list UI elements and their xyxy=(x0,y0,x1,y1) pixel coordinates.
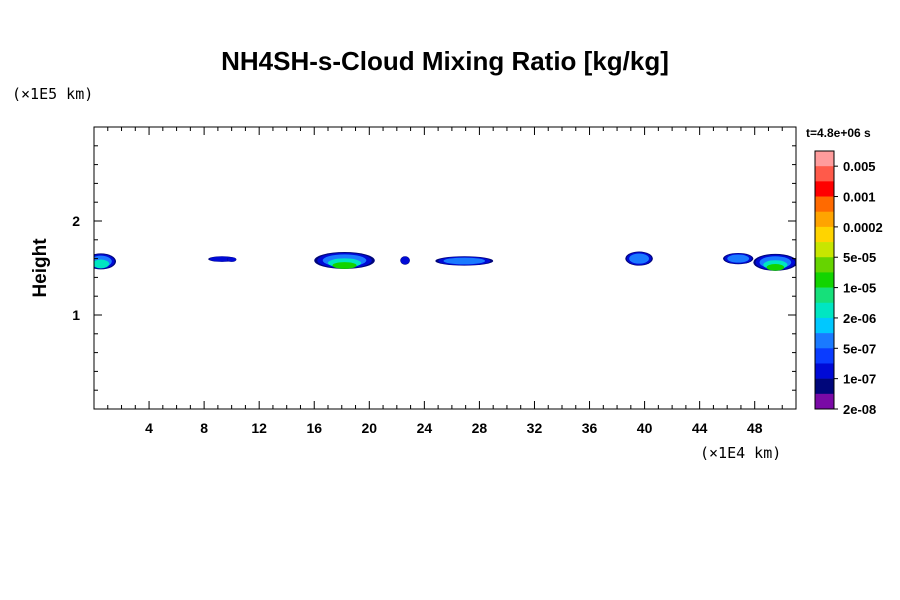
x-tick-label: 44 xyxy=(692,420,708,436)
colorbar-swatch xyxy=(815,317,834,334)
colorbar-label: 2e-08 xyxy=(843,402,876,417)
colorbar-swatch xyxy=(815,363,834,379)
y-tick-label: 2 xyxy=(72,213,80,229)
cloud-patch xyxy=(435,256,494,266)
x-axis-unit-label: (×1E4 km) xyxy=(700,444,782,462)
colorbar-label: 1e-07 xyxy=(843,372,876,387)
cloud-patch xyxy=(723,252,754,265)
cloud-patch xyxy=(400,256,410,265)
colorbar-swatch xyxy=(815,348,834,364)
colorbar-swatch xyxy=(815,166,834,182)
colorbar-swatch xyxy=(815,151,834,167)
x-tick-label: 28 xyxy=(472,420,488,436)
colorbar-label: 0.005 xyxy=(843,159,876,174)
y-axis-unit-label: (×1E5 km) xyxy=(12,85,94,103)
plot-frame xyxy=(93,126,797,410)
cloud-contour-1e-05 xyxy=(766,263,785,271)
cloud-patch xyxy=(226,257,237,262)
chart-title: NH4SH-s-Cloud Mixing Ratio [kg/kg] xyxy=(221,46,669,76)
colorbar-swatch xyxy=(815,181,834,197)
colorbar-swatch xyxy=(815,196,834,213)
x-tick-label: 12 xyxy=(251,420,267,436)
x-tick-label: 4 xyxy=(145,420,153,436)
colorbar-swatch xyxy=(815,272,834,288)
colorbar-swatch xyxy=(815,287,834,304)
colorbar-swatch xyxy=(815,257,834,273)
cloud-patches xyxy=(94,251,796,271)
colorbar-frame xyxy=(814,150,835,410)
x-tick-label: 40 xyxy=(637,420,653,436)
colorbar-swatch xyxy=(815,242,834,258)
cloud-patch xyxy=(94,253,117,270)
cloud-contour-5e-07 xyxy=(629,253,649,264)
x-tick-label: 16 xyxy=(306,420,322,436)
colorbar-label: 0.0002 xyxy=(843,220,883,235)
cloud-contour-1e-07 xyxy=(227,257,236,262)
colorbar-label: 1e-05 xyxy=(843,281,876,296)
cloud-contour-5e-07 xyxy=(443,257,486,265)
x-tick-label: 36 xyxy=(582,420,598,436)
colorbar-swatch xyxy=(815,211,834,228)
colorbar-label: 5e-05 xyxy=(843,250,876,265)
cloud-patch xyxy=(625,251,653,266)
colorbar-label: 2e-06 xyxy=(843,311,876,326)
colorbar-swatch xyxy=(815,226,834,243)
y-axis: 12 xyxy=(72,145,796,391)
time-label: t=4.8e+06 s xyxy=(806,126,871,140)
cloud-contour-1e-07 xyxy=(400,256,410,265)
cloud-contour-2e-06 xyxy=(94,259,110,269)
y-tick-label: 1 xyxy=(72,307,80,323)
x-axis: 4 8 12 16 20 24 28 32 36 40 44 48 xyxy=(107,127,783,436)
colorbar-label: 0.001 xyxy=(843,190,876,205)
x-tick-label: 32 xyxy=(527,420,543,436)
cloud-patch xyxy=(753,253,796,271)
cloud-patch xyxy=(314,252,375,269)
colorbar: 0.005 0.001 0.0002 5e-05 1e-05 2e-06 5e-07 1e-0… xyxy=(814,150,883,417)
x-tick-label: 8 xyxy=(200,420,208,436)
colorbar-swatch xyxy=(815,302,834,319)
colorbar-label: 5e-07 xyxy=(843,341,876,356)
x-tick-label: 24 xyxy=(417,420,433,436)
cloud-contour-5e-07 xyxy=(727,254,750,263)
colorbar-swatch xyxy=(815,333,834,349)
x-tick-label: 20 xyxy=(362,420,378,436)
cloud-contour-1e-05 xyxy=(332,262,357,269)
colorbar-swatch xyxy=(815,393,834,410)
x-tick-label: 48 xyxy=(747,420,763,436)
colorbar-swatch xyxy=(815,378,834,395)
